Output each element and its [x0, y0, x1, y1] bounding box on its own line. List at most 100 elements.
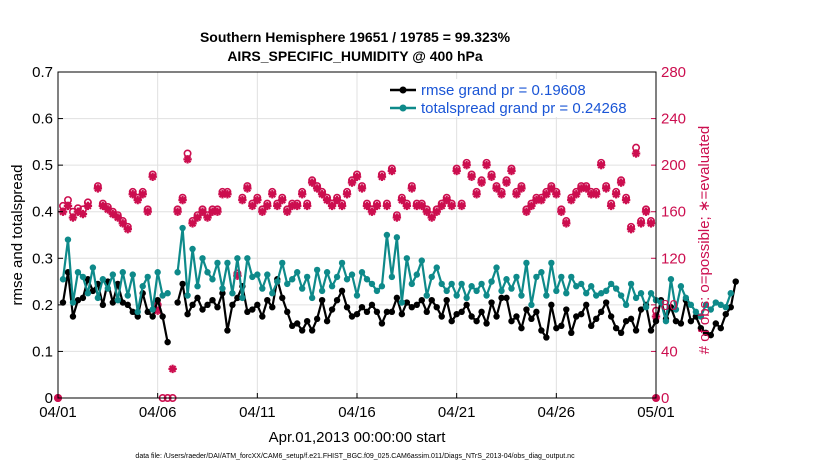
rmse-point — [284, 308, 291, 316]
y-right-tick-label: 0 — [661, 390, 669, 407]
rmse-point — [129, 308, 136, 316]
rmse-point — [702, 329, 710, 336]
totalspread-point — [393, 234, 401, 241]
rmse-point — [458, 308, 465, 316]
obs-evaluated-point — [297, 190, 307, 199]
obs-evaluated-point — [552, 190, 561, 199]
obs-evaluated-stroke — [627, 225, 635, 233]
obs-evaluated-point — [133, 195, 142, 205]
legend: rmse grand pr = 0.19608 totalspread gran… — [384, 79, 652, 117]
obs-evaluated-point — [168, 364, 177, 374]
totalspread-point — [244, 255, 251, 262]
totalspread-point — [378, 283, 386, 290]
x-tick-label: 04/06 — [139, 404, 177, 421]
obs-evaluated-point — [342, 190, 352, 199]
obs-evaluated-stroke — [497, 190, 506, 198]
rmse-point — [368, 301, 376, 309]
totalspread-point — [144, 273, 151, 281]
obs-evaluated-stroke — [517, 184, 526, 193]
obs-evaluated-point — [307, 178, 317, 187]
obs-evaluated-stroke — [567, 196, 576, 204]
rmse-point — [313, 315, 321, 323]
plot-frame — [57, 71, 657, 399]
obs-evaluated-stroke — [418, 202, 426, 210]
obs-evaluated-stroke — [348, 178, 356, 187]
rmse-point — [538, 327, 545, 334]
obs-evaluated-stroke — [173, 207, 182, 216]
legend-totalspread-label: totalspread grand pr = 0.24268 — [421, 100, 627, 117]
totalspread-point — [289, 276, 296, 283]
rmse-point — [597, 308, 605, 316]
obs-evaluated-stroke — [582, 184, 590, 193]
rmse-point — [617, 329, 625, 336]
totalspread-point — [597, 290, 605, 297]
rmse-point — [473, 317, 480, 325]
totalspread-point — [483, 292, 490, 299]
totalspread-point — [303, 273, 311, 281]
obs-evaluated-stroke — [318, 190, 326, 198]
totalspread-point — [318, 287, 326, 295]
obs-evaluated-stroke — [168, 365, 177, 373]
obs-evaluated-point — [68, 213, 78, 222]
rmse-point — [548, 301, 555, 309]
obs-evaluated-point — [193, 213, 202, 222]
obs-evaluated-point — [118, 219, 127, 228]
obs-evaluated-stroke — [487, 173, 496, 181]
totalspread-point — [264, 271, 271, 278]
obs-evaluated-stroke — [223, 190, 232, 198]
obs-evaluated-point — [362, 201, 372, 211]
obs-evaluated-point — [283, 207, 292, 216]
totalspread-point — [533, 273, 540, 281]
totalspread-point — [508, 285, 515, 292]
rmse-point — [533, 308, 540, 316]
rmse-point — [498, 294, 505, 302]
obs-evaluated-stroke — [388, 167, 396, 175]
totalspread-point — [423, 292, 430, 299]
rmse-point — [109, 299, 117, 306]
obs-evaluated-point — [387, 166, 397, 176]
obs-evaluated-point — [641, 207, 651, 216]
rmse-point — [583, 301, 590, 309]
totalspread-point — [448, 280, 455, 288]
rmse-point — [408, 303, 416, 311]
obs-evaluated-point — [63, 201, 73, 211]
legend-rmse-label: rmse grand pr = 0.19608 — [421, 82, 586, 99]
obs-evaluated-point — [93, 184, 103, 193]
obs-evaluated-stroke — [69, 213, 77, 222]
obs-evaluated-stroke — [398, 196, 406, 204]
totalspread-point — [368, 280, 376, 288]
obs-evaluated-stroke — [129, 190, 137, 198]
totalspread-point — [79, 273, 87, 281]
obs-evaluated-stroke — [403, 202, 411, 210]
totalspread-point — [672, 306, 680, 313]
rmse-point — [149, 313, 156, 320]
totalspread-point — [109, 271, 117, 278]
rmse-point — [219, 290, 226, 297]
totalspread-point — [343, 276, 351, 283]
totalspread-point — [548, 259, 555, 267]
rmse-point — [503, 294, 510, 302]
obs-evaluated-stroke — [597, 161, 605, 169]
totalspread-point — [104, 285, 112, 292]
obs-evaluated-stroke — [647, 219, 655, 228]
totalspread-point — [328, 283, 336, 290]
obs-evaluated-stroke — [607, 202, 615, 210]
rmse-point — [588, 322, 595, 330]
totalspread-point — [254, 271, 261, 278]
totalspread-point — [333, 273, 341, 281]
rmse-point — [234, 294, 241, 302]
totalspread-point — [692, 308, 700, 316]
totalspread-point — [558, 273, 565, 281]
obs-evaluated-stroke — [133, 196, 142, 204]
totalspread-point — [443, 287, 450, 295]
obs-evaluated-stroke — [492, 184, 501, 193]
totalspread-point — [697, 313, 705, 320]
obs-evaluated-point — [497, 190, 506, 199]
totalspread-point — [617, 292, 625, 299]
obs-evaluated-point — [173, 207, 182, 216]
rmse-point — [722, 310, 729, 318]
obs-evaluated-stroke — [253, 196, 262, 204]
totalspread-point — [194, 283, 201, 290]
obs-evaluated-stroke — [248, 202, 257, 210]
rmse-point — [184, 310, 191, 318]
